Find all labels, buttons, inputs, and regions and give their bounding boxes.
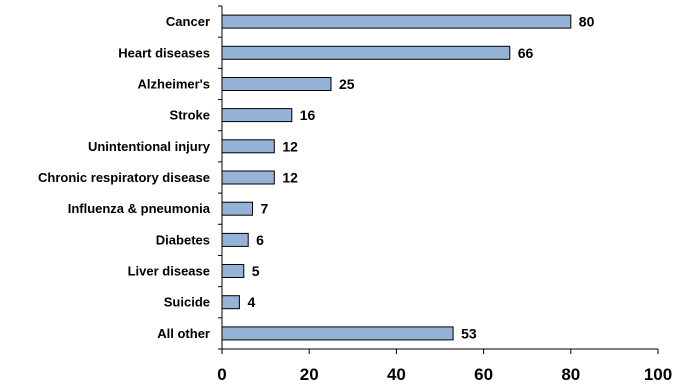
bar (221, 14, 572, 29)
x-axis: 0 20 40 60 80 100 (217, 348, 672, 384)
category-label: Heart diseases (118, 45, 210, 60)
value-label: 66 (518, 45, 534, 61)
value-label: 6 (256, 232, 264, 248)
value-label: 12 (282, 170, 298, 186)
bar (221, 45, 511, 60)
bar (221, 77, 332, 91)
x-tick-label: 80 (561, 365, 580, 384)
value-label: 25 (339, 76, 355, 92)
category-label: Stroke (170, 108, 210, 123)
category-label: Chronic respiratory disease (38, 170, 210, 185)
bar (221, 264, 245, 278)
category-label: Unintentional injury (88, 139, 211, 154)
bars-group (221, 14, 572, 341)
x-tick-label: 20 (300, 365, 319, 384)
x-tick-label: 60 (474, 365, 493, 384)
value-label: 4 (247, 294, 255, 310)
category-label: Cancer (166, 14, 210, 29)
bar (221, 232, 249, 247)
category-label: Liver disease (128, 264, 210, 279)
category-labels: Cancer Heart diseases Alzheimer's Stroke Uni… (38, 14, 211, 341)
value-label: 80 (579, 14, 595, 30)
x-tick-label: 0 (217, 365, 226, 384)
category-label: Suicide (164, 295, 210, 310)
value-label: 16 (300, 107, 316, 123)
x-tick-label: 40 (387, 365, 406, 384)
value-label: 53 (461, 325, 477, 341)
bar (221, 326, 454, 341)
category-label: Alzheimer's (138, 76, 210, 91)
value-label: 7 (261, 201, 269, 217)
category-label: Influenza & pneumonia (68, 201, 211, 216)
bar (221, 108, 293, 123)
category-label: Diabetes (156, 232, 210, 247)
bar (221, 139, 275, 154)
x-tick-label: 100 (644, 365, 672, 384)
category-label: All other (157, 326, 210, 341)
y-axis (218, 5, 223, 350)
bar (221, 170, 275, 185)
bar (221, 201, 253, 216)
value-label: 12 (282, 138, 298, 154)
value-label: 5 (252, 263, 260, 279)
bar (221, 295, 240, 310)
